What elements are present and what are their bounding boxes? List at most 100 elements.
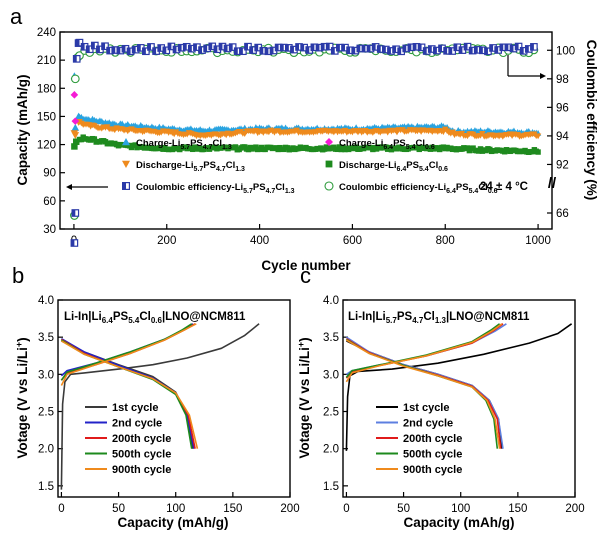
charge-curve <box>60 323 260 490</box>
data-point-fill <box>423 47 427 55</box>
x-tick-label: 150 <box>223 503 242 515</box>
data-point-fill <box>163 47 167 54</box>
panel-a-x-axis-label: Cycle number <box>261 258 351 273</box>
data-point <box>75 38 84 47</box>
y-tick-label: 1.5 <box>323 481 339 493</box>
data-point <box>101 42 109 51</box>
data-point <box>71 132 80 139</box>
panel-label-c: c <box>300 263 311 288</box>
y2-tick-label: 96 <box>556 102 569 114</box>
charge-curve <box>60 323 193 381</box>
y2-tick-label: 92 <box>556 159 569 171</box>
x-tick-label: 100 <box>166 503 185 515</box>
panel-label-b: b <box>12 263 24 288</box>
x-tick-label: 100 <box>451 503 470 515</box>
data-point-fill <box>270 47 274 54</box>
data-point <box>72 55 81 63</box>
data-point-fill <box>81 43 85 51</box>
data-point <box>228 43 237 51</box>
series-900th cycle <box>345 323 503 449</box>
x-tick-label: 50 <box>112 503 125 515</box>
legend-item-ce_cl06: Coulombic efficiency-Li6.4PS5.4Cl0.6 <box>324 181 498 195</box>
axis-break-marker: // <box>548 175 557 192</box>
data-point-fill <box>382 46 386 53</box>
y-tick-label: 2.5 <box>323 407 339 419</box>
data-point-fill <box>295 43 300 51</box>
legend-label: Discharge-Li5.7PS4.7Cl1.3 <box>136 160 245 173</box>
data-point-fill <box>183 43 187 51</box>
panel-b-title: Li-In|Li6.4PS5.4Cl0.6|LNO@NCM811 <box>64 311 246 325</box>
data-point-fill <box>357 45 361 52</box>
legend-item-1: 2nd cycle <box>85 418 162 430</box>
data-point-fill <box>280 44 284 51</box>
y-tick-label: 180 <box>37 83 56 95</box>
series-2nd cycle <box>60 323 195 449</box>
series-Charge-Li6.4PS5.4Cl0.6 <box>70 91 80 125</box>
data-point-fill <box>479 47 483 54</box>
legend-marker-fill <box>122 182 126 190</box>
panel-a: 0200400600800100030609012015018021024092… <box>15 27 599 273</box>
series-900th cycle <box>60 323 199 449</box>
data-point-fill <box>397 48 402 55</box>
data-point-fill <box>403 45 407 52</box>
legend-label: 500th cycle <box>403 449 462 461</box>
x-tick-label: 150 <box>508 503 527 515</box>
legend-label: 1st cycle <box>112 402 158 414</box>
data-point-fill <box>484 48 488 55</box>
data-point-fill <box>448 47 453 55</box>
data-point-fill <box>321 43 325 50</box>
data-point-fill <box>413 43 417 51</box>
y2-tick-label: 66 <box>556 208 569 220</box>
panel-c-ticks: 0 50 100 150 200 1.5 2.0 2.5 3.0 3.5 4.0 <box>323 295 585 515</box>
data-point-fill <box>178 44 182 51</box>
temperature-annotation: 24 ± 4 °C <box>480 181 528 193</box>
panel-a-y-axis-label: Capacity (mAh/g) <box>15 74 30 185</box>
legend-item-3: 500th cycle <box>376 449 462 461</box>
data-point-fill <box>137 44 141 52</box>
data-point <box>142 47 150 56</box>
panel-c-legend: 1st cycle 2nd cycle 200th cycle 500th cycle… <box>376 402 462 476</box>
legend-marker <box>122 160 130 168</box>
data-point-fill <box>71 239 75 247</box>
panel-label-a: a <box>10 4 23 29</box>
series-2nd cycle <box>345 323 507 449</box>
y-tick-label: 60 <box>43 196 56 208</box>
y2-tick-label: 100 <box>556 45 575 57</box>
discharge-curve <box>345 339 501 449</box>
panel-a-ticks: 0200400600800100030609012015018021024092… <box>37 27 575 247</box>
data-point-fill <box>193 43 197 51</box>
legend-item-discharge_cl13: Discharge-Li5.7PS4.7Cl1.3 <box>122 160 245 173</box>
y-tick-label: 120 <box>37 140 56 152</box>
legend-item-3: 500th cycle <box>85 449 171 461</box>
data-point-fill <box>275 44 279 51</box>
data-point-fill <box>500 44 504 51</box>
data-point-fill <box>168 43 172 50</box>
legend-label: 1st cycle <box>403 402 449 414</box>
data-point-fill <box>520 47 524 55</box>
data-point-fill <box>438 45 442 52</box>
legend-label: 2nd cycle <box>112 418 162 430</box>
data-point-fill <box>254 44 259 51</box>
data-point <box>535 149 541 155</box>
legend-item-1: 2nd cycle <box>376 418 453 430</box>
x-tick-label: 800 <box>436 235 455 247</box>
data-point <box>534 133 542 140</box>
data-point-fill <box>326 43 330 50</box>
data-point-fill <box>101 42 106 50</box>
series-Discharge-Li6.4PS5.4Cl0.6 <box>71 134 541 156</box>
data-point-fill <box>331 47 335 55</box>
x-tick-label: 200 <box>565 503 584 515</box>
data-point-fill <box>214 45 218 53</box>
data-point-fill <box>203 45 208 52</box>
data-point <box>91 136 98 142</box>
legend-item-0: 1st cycle <box>376 402 449 414</box>
panel-b-series <box>60 323 260 490</box>
y-tick-label: 4.0 <box>38 295 54 307</box>
data-point-fill <box>209 43 213 50</box>
legend-label: 900th cycle <box>112 464 171 476</box>
data-point-fill <box>157 44 162 52</box>
charge-curve <box>345 323 503 383</box>
panel-c-title: Li-In|Li5.7PS4.7Cl1.3|LNO@NCM811 <box>348 311 530 325</box>
data-point <box>71 123 80 131</box>
